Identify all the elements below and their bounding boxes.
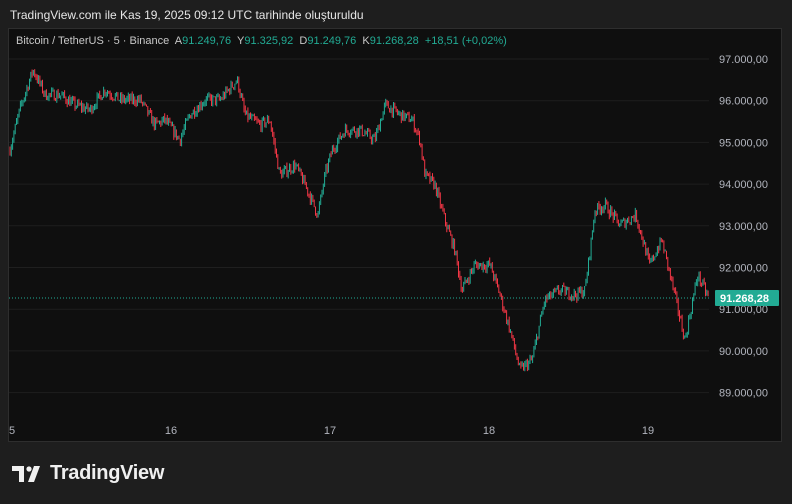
last-price-label: 91.268,28 xyxy=(720,293,769,305)
x-tick-label: 16 xyxy=(165,425,177,437)
chart-caption: TradingView.com ile Kas 19, 2025 09:12 U… xyxy=(10,8,364,22)
close-value: 91.268,28 xyxy=(369,35,419,47)
tradingview-logo-icon xyxy=(12,465,40,482)
symbol-label: Bitcoin / TetherUS · 5 · Binance xyxy=(16,35,170,47)
low-value: 91.249,76 xyxy=(307,35,357,47)
open-label: A xyxy=(174,35,183,47)
change-value: +18,51 (+0,02%) xyxy=(424,35,507,47)
y-tick-label: 91.000,00 xyxy=(719,304,768,316)
x-tick-label: 19 xyxy=(642,425,654,437)
open-value: 91.249,76 xyxy=(182,35,232,47)
y-tick-label: 93.000,00 xyxy=(719,221,768,233)
low-label: D xyxy=(299,35,308,47)
ohlc-legend: Bitcoin / TetherUS · 5 · Binance A91.249… xyxy=(16,35,507,47)
y-tick-label: 96.000,00 xyxy=(719,96,768,108)
high-value: 91.325,92 xyxy=(244,35,294,47)
tradingview-logo: TradingView xyxy=(12,462,164,485)
y-tick-label: 97.000,00 xyxy=(719,54,768,66)
candlestick-chart[interactable]: 97.000,00 96.000,00 95.000,00 94.000,00 93.0… xyxy=(9,29,781,441)
x-tick-label: 18 xyxy=(483,425,495,437)
y-tick-label: 94.000,00 xyxy=(719,179,768,191)
x-tick-label: 5 xyxy=(9,425,15,437)
y-tick-label: 90.000,00 xyxy=(719,346,768,358)
y-tick-label: 95.000,00 xyxy=(719,137,768,149)
brand-name: TradingView xyxy=(50,462,165,484)
close-label: K xyxy=(362,35,370,47)
x-tick-label: 17 xyxy=(324,425,336,437)
high-label: Y xyxy=(236,35,245,47)
y-tick-label: 89.000,00 xyxy=(719,388,768,400)
last-price-badge xyxy=(715,290,779,307)
y-tick-label: 92.000,00 xyxy=(719,263,768,275)
